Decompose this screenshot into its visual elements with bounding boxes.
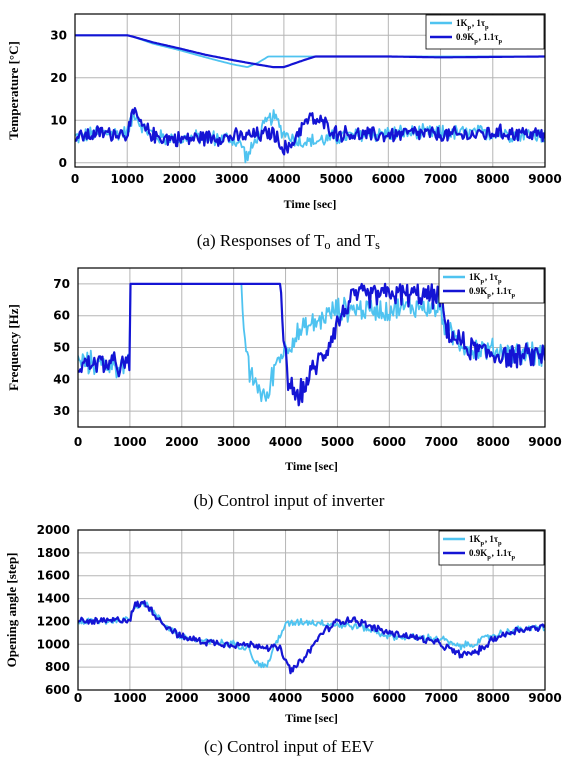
x-tick-label: 0	[74, 691, 82, 705]
y-axis-label: Temperature [°C]	[6, 41, 21, 140]
chart-panel-3: 0 1000 2000 3000 4000 5000 6000 7000 8000 9000 600…	[4, 523, 562, 756]
plot-frame	[77, 267, 546, 428]
y-tick-label: 50	[53, 341, 70, 355]
y-tick-label: 1600	[37, 569, 70, 583]
y-tick-label: 1800	[37, 546, 70, 560]
x-tick-label: 6000	[373, 435, 406, 449]
y-tick-label: 1400	[37, 592, 70, 606]
x-tick-label: 4000	[269, 435, 302, 449]
x-tick-label: 7000	[425, 435, 458, 449]
plot-frame	[77, 529, 546, 691]
y-tick-label: 1000	[37, 637, 70, 651]
x-tick-label: 8000	[476, 691, 509, 705]
x-tick-label: 4000	[267, 172, 300, 186]
x-tick-label: 2000	[165, 435, 198, 449]
x-tick-label: 6000	[372, 172, 405, 186]
y-tick-label: 2000	[37, 523, 70, 537]
chart-panel-2: 0 1000 2000 3000 4000 5000 6000 7000 8000 9000 30 4…	[6, 267, 562, 510]
series-line-4	[75, 107, 545, 156]
x-tick-label: 5000	[321, 435, 354, 449]
series-group	[75, 34, 545, 164]
series-line-2	[78, 282, 545, 407]
x-tick-label: 3000	[215, 172, 248, 186]
plot-frame	[74, 13, 546, 168]
x-tick-label: 1000	[111, 172, 144, 186]
x-tick-label: 9000	[528, 691, 561, 705]
legend: 1Kp , 1τp 0.9Kp , 1.1τp	[438, 530, 545, 566]
legend-label-1: 1Kp , 1τp	[469, 534, 502, 547]
x-tick-label: 7000	[425, 691, 458, 705]
legend-label-1: 1Kp , 1τp	[469, 272, 502, 285]
chart-panel-1: 0 1000 2000 3000 4000 5000 6000 7000 8000 9000 0 10…	[6, 13, 562, 252]
x-axis-label: Time [sec]	[285, 459, 338, 473]
legend-label-1: 1Kp , 1τp	[456, 18, 489, 31]
panel-caption: (b) Control input of inverter	[194, 491, 385, 510]
y-tick-label: 40	[53, 372, 70, 386]
y-tick-label: 800	[45, 660, 70, 674]
legend-label-2: 0.9Kp , 1.1τp	[469, 286, 516, 299]
legend-box	[425, 14, 545, 50]
y-tick-label: 30	[53, 404, 70, 418]
series-group	[78, 282, 545, 407]
x-tick-label: 5000	[321, 691, 354, 705]
x-tick-label: 9000	[528, 172, 561, 186]
series-line-1	[78, 601, 545, 669]
x-tick-label: 8000	[476, 172, 509, 186]
x-tick-label: 0	[74, 435, 82, 449]
x-tick-label: 6000	[373, 691, 406, 705]
legend-box	[438, 530, 545, 566]
y-tick-label: 10	[50, 113, 67, 127]
y-tick-label: 20	[50, 71, 67, 85]
y-tick-label: 60	[53, 309, 70, 323]
x-axis-label: Time [sec]	[285, 711, 338, 725]
legend-label-2: 0.9Kp , 1.1τp	[456, 32, 503, 45]
y-tick-label: 30	[50, 28, 67, 42]
legend: 1Kp , 1τp 0.9Kp , 1.1τp	[438, 268, 545, 304]
series-line-2	[78, 600, 545, 675]
x-tick-label: 3000	[217, 691, 250, 705]
x-tick-label: 2000	[163, 172, 196, 186]
x-tick-label: 7000	[424, 172, 457, 186]
series-line-2	[75, 34, 545, 69]
x-tick-label: 8000	[476, 435, 509, 449]
x-axis-label: Time [sec]	[284, 197, 337, 211]
x-tick-label: 1000	[113, 691, 146, 705]
x-tick-label: 0	[71, 172, 79, 186]
x-tick-label: 1000	[113, 435, 146, 449]
y-axis-label: Opening angle [step]	[4, 553, 19, 668]
legend: 1Kp , 1τp 0.9Kp , 1.1τp	[425, 14, 545, 50]
legend-box	[438, 268, 545, 304]
legend-label-2: 0.9Kp , 1.1τp	[469, 548, 516, 561]
x-tick-label: 2000	[165, 691, 198, 705]
panel-caption: (c) Control input of EEV	[204, 737, 375, 756]
x-tick-label: 9000	[528, 435, 561, 449]
y-tick-label: 0	[59, 156, 67, 170]
series-group	[78, 600, 545, 675]
y-axis-label: Frequency [Hz]	[6, 304, 21, 391]
panel-caption: (a) Responses of To and Ts	[197, 231, 382, 252]
y-tick-label: 1200	[37, 614, 70, 628]
y-tick-label: 70	[53, 277, 70, 291]
x-tick-label: 3000	[217, 435, 250, 449]
y-tick-label: 600	[45, 683, 70, 697]
x-tick-label: 5000	[319, 172, 352, 186]
x-tick-label: 4000	[269, 691, 302, 705]
